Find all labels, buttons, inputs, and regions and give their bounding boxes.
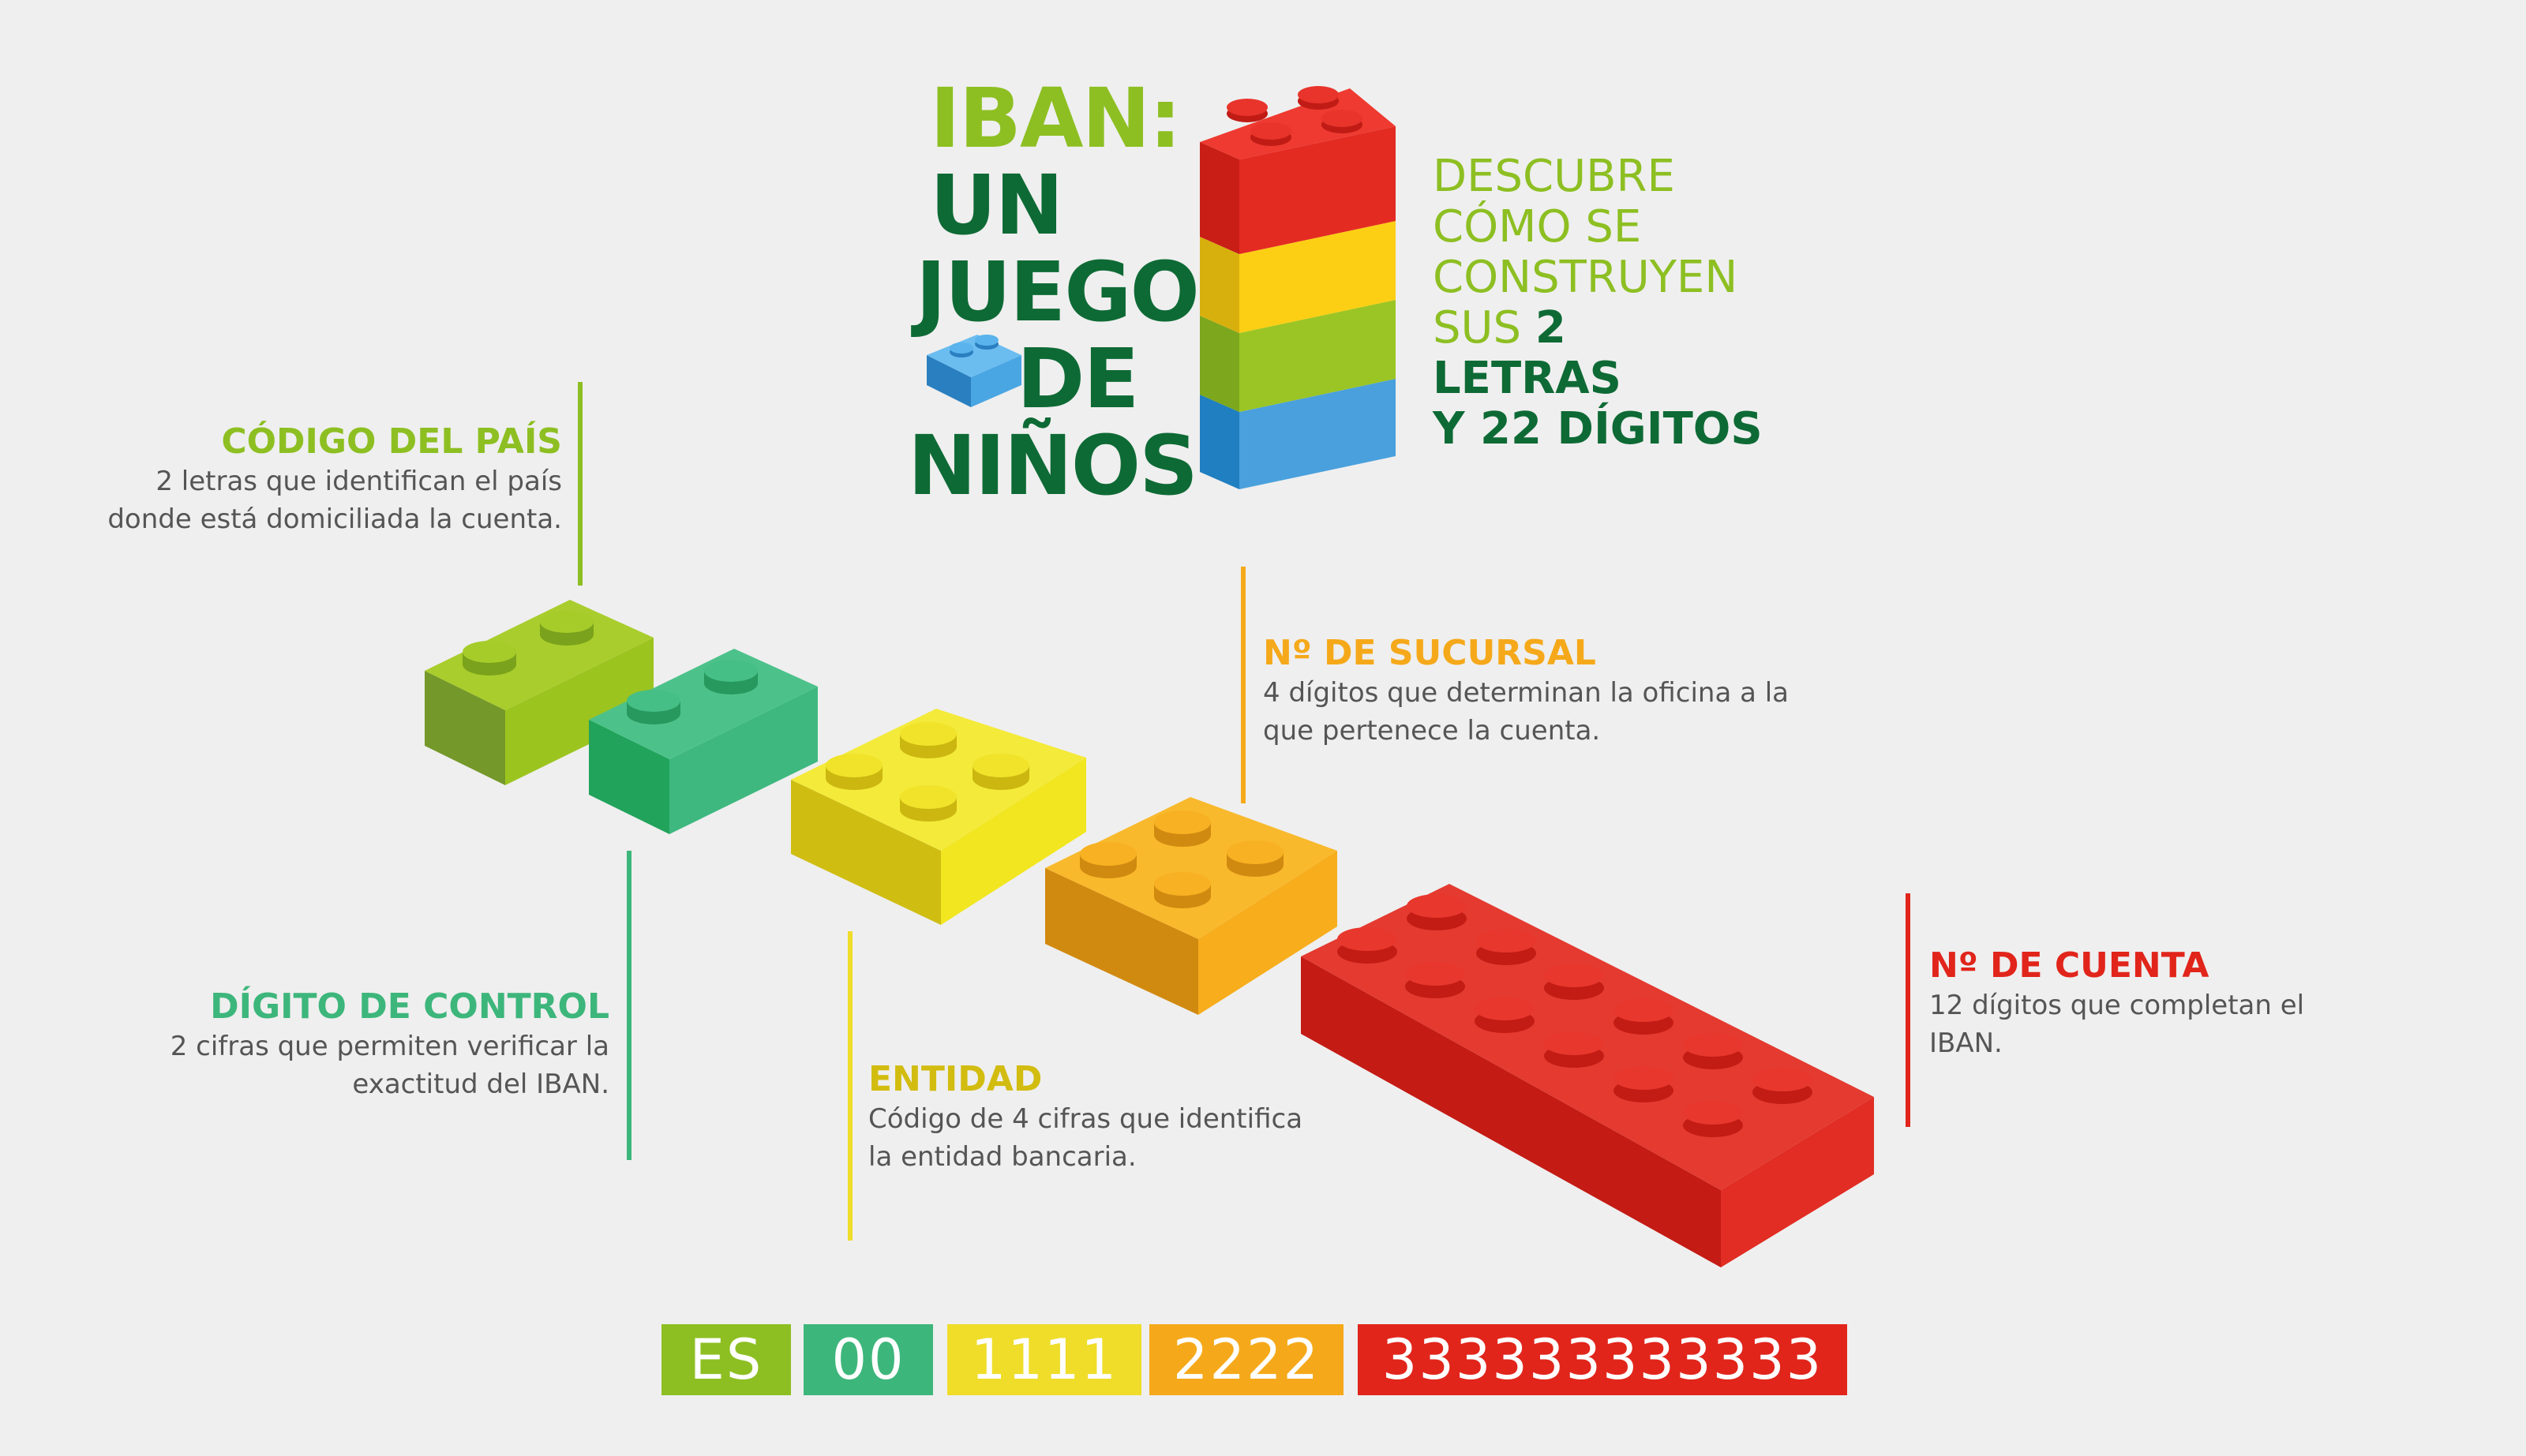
label-control-title: DÍGITO DE CONTROL bbox=[210, 986, 609, 1027]
brick-country bbox=[425, 600, 654, 785]
tagline-line-6: Y 22 DÍGITOS bbox=[1433, 403, 1763, 455]
pais-divider bbox=[578, 382, 583, 586]
tagline-line-5: LETRAS bbox=[1433, 353, 1621, 404]
tagline-line-3: CONSTRUYEN bbox=[1433, 252, 1738, 303]
label-control: DÍGITO DE CONTROL 2 cifras que permiten … bbox=[171, 986, 609, 1103]
label-entidad-desc-2: la entidad bancaria. bbox=[868, 1141, 1137, 1173]
label-entidad: ENTIDAD Código de 4 cifras que identific… bbox=[868, 1059, 1302, 1176]
brick-account bbox=[1301, 884, 1874, 1267]
label-cuenta: Nº DE CUENTA 12 dígitos que completan el… bbox=[1929, 945, 2304, 1062]
title-line-iban: IBAN: bbox=[930, 70, 1182, 167]
brick-entity bbox=[791, 709, 1086, 925]
sucursal-divider bbox=[1241, 567, 1246, 803]
code-branch: 2222 bbox=[1149, 1324, 1344, 1395]
entidad-divider bbox=[848, 931, 853, 1241]
brick-control bbox=[589, 649, 818, 834]
tagline-line-2: CÓMO SE bbox=[1433, 201, 1642, 253]
label-control-desc-2: exactitud del IBAN. bbox=[352, 1069, 609, 1100]
tagline-sus: SUS bbox=[1433, 302, 1535, 354]
label-pais-desc-2: donde está domiciliada la cuenta. bbox=[107, 503, 562, 535]
tagline-line-4: SUS 2 bbox=[1433, 303, 1763, 354]
label-cuenta-desc-1: 12 dígitos que completan el bbox=[1929, 990, 2305, 1021]
blue-brick-icon bbox=[927, 335, 1021, 407]
title-line-ninos: NIÑOS bbox=[908, 417, 1198, 514]
title-line-un: UN bbox=[930, 157, 1063, 253]
brick-branch bbox=[1045, 797, 1337, 1015]
label-sucursal-title: Nº DE SUCURSAL bbox=[1263, 633, 1596, 673]
tagline-line-1: DESCUBRE bbox=[1433, 151, 1675, 202]
label-entidad-title: ENTIDAD bbox=[868, 1059, 1043, 1099]
label-sucursal-desc-2: que pertenece la cuenta. bbox=[1263, 715, 1601, 747]
label-pais: CÓDIGO DEL PAÍS 2 letras que identifican… bbox=[107, 421, 562, 538]
title-line-juego: JUEGO bbox=[916, 244, 1200, 340]
control-divider bbox=[627, 851, 632, 1160]
label-sucursal-desc-1: 4 dígitos que determinan la oficina a la bbox=[1263, 677, 1790, 709]
title-block: IBAN: UN JUEGO DE NIÑOS bbox=[908, 70, 1200, 514]
code-entity: 1111 bbox=[947, 1324, 1141, 1395]
cuenta-divider bbox=[1906, 893, 1910, 1127]
label-entidad-desc-1: Código de 4 cifras que identifica bbox=[868, 1103, 1303, 1135]
label-cuenta-title: Nº DE CUENTA bbox=[1929, 945, 2209, 986]
tagline: DESCUBRE CÓMO SE CONSTRUYEN SUS 2 LETRAS… bbox=[1433, 152, 1763, 455]
tagline-two: 2 bbox=[1535, 302, 1566, 354]
code-control: 00 bbox=[804, 1324, 933, 1395]
title-line-de: DE bbox=[1017, 331, 1139, 427]
label-control-desc-1: 2 cifras que permiten verificar la bbox=[170, 1031, 609, 1062]
code-account: 333333333333 bbox=[1358, 1324, 1847, 1395]
label-cuenta-desc-2: IBAN. bbox=[1929, 1027, 2003, 1059]
label-pais-title: CÓDIGO DEL PAÍS bbox=[221, 421, 562, 462]
label-pais-desc-1: 2 letras que identifican el país bbox=[156, 466, 562, 497]
brick-tower-icon bbox=[1200, 86, 1396, 489]
label-sucursal: Nº DE SUCURSAL 4 dígitos que determinan … bbox=[1263, 633, 1789, 750]
code-country: ES bbox=[661, 1324, 791, 1395]
